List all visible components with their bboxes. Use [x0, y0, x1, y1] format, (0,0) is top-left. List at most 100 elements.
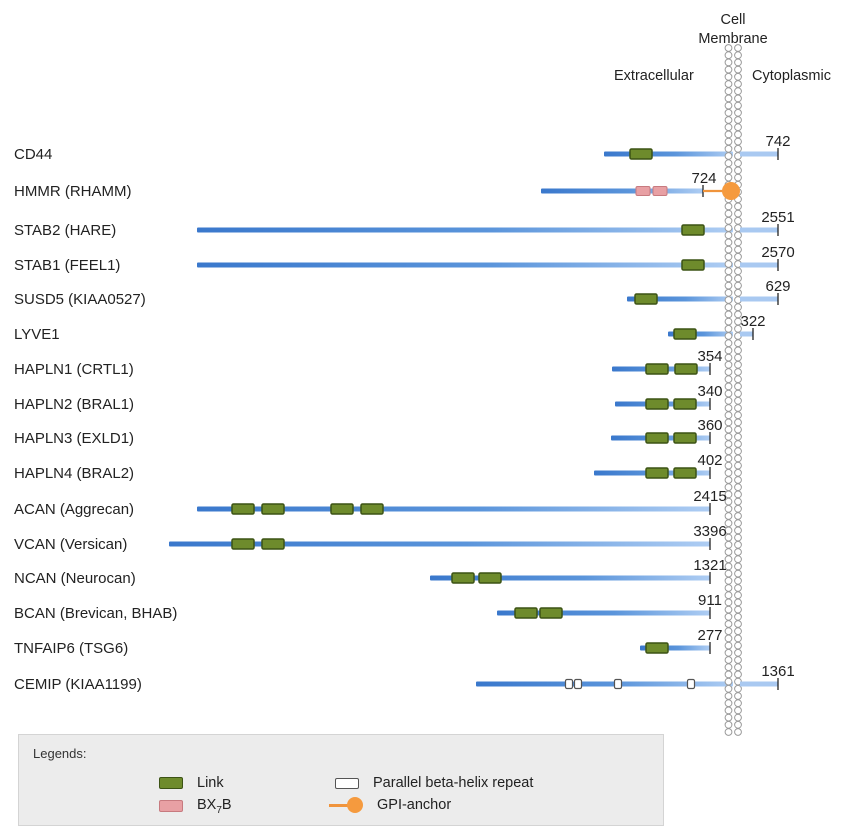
membrane-lipid	[724, 353, 733, 362]
membrane-lipid	[724, 51, 733, 60]
membrane-lipid	[724, 598, 733, 607]
protein-11-length-label: 3396	[693, 523, 726, 540]
membrane-lipid	[734, 389, 742, 398]
protein-4-link-domain-0	[634, 293, 658, 305]
protein-bars	[169, 148, 733, 690]
membrane-lipid	[734, 663, 742, 672]
membrane-label-line1: Cell	[721, 12, 746, 28]
membrane-lipid	[724, 389, 733, 398]
membrane-lipid	[724, 166, 733, 175]
protein-10-link-domain-1	[261, 503, 285, 515]
membrane-lipid	[734, 87, 742, 96]
protein-0-name-label: CD44	[14, 146, 52, 163]
membrane-lipid	[724, 684, 733, 693]
membrane-lipid	[724, 58, 733, 67]
membrane-lipid	[734, 339, 742, 348]
protein-3-bar	[197, 262, 733, 268]
membrane-lipid	[734, 447, 742, 456]
protein-3-name-label: STAB1 (FEEL1)	[14, 257, 120, 274]
membrane-lipid	[724, 728, 733, 736]
membrane-lipid	[724, 296, 733, 304]
membrane-lipid	[724, 418, 733, 427]
protein-15-bar	[476, 681, 733, 687]
protein-15-length-label: 1361	[761, 663, 794, 680]
protein-15-beta-helix-3	[686, 678, 696, 690]
membrane-lipid	[724, 80, 733, 88]
membrane-lipid	[724, 454, 733, 463]
membrane-lipid	[734, 591, 742, 600]
protein-3-length-label: 2570	[761, 244, 794, 261]
membrane-lipid	[734, 101, 742, 110]
membrane-lipid	[734, 123, 742, 132]
membrane-lipid	[734, 274, 742, 283]
membrane-lipid	[724, 620, 733, 628]
membrane-lipid	[734, 490, 742, 499]
membrane-lipid	[724, 605, 733, 614]
protein-7-link-domain-1	[673, 398, 697, 410]
membrane-lipid	[724, 627, 733, 636]
membrane-lipid	[724, 576, 733, 585]
membrane-lipid	[724, 224, 733, 232]
membrane-lipid	[734, 656, 742, 664]
membrane-lipid	[734, 202, 742, 211]
protein-10-length-label: 2415	[693, 488, 726, 505]
protein-1-gpi-anchor	[722, 182, 740, 200]
membrane-lipid	[734, 692, 742, 700]
membrane-lipid	[724, 540, 733, 549]
membrane-lipid	[724, 706, 733, 715]
membrane-lipid	[734, 44, 742, 52]
protein-1-bx7b-motif-0	[635, 186, 651, 196]
membrane-lipid	[724, 202, 733, 211]
membrane-lipid	[724, 699, 733, 708]
membrane-lipid	[724, 670, 733, 679]
legend-item-link: Link	[159, 775, 224, 791]
cytoplasmic-label: Cytoplasmic	[752, 68, 831, 84]
protein-7-length-label: 340	[697, 383, 722, 400]
membrane-lipid	[724, 209, 733, 218]
membrane-lipid	[724, 274, 733, 283]
membrane-lipid	[734, 137, 742, 146]
membrane-lipid	[724, 368, 733, 376]
membrane-lipid	[724, 339, 733, 348]
protein-8-name-label: HAPLN3 (EXLD1)	[14, 430, 134, 447]
membrane-lipid	[724, 303, 733, 312]
protein-6-link-domain-0	[645, 363, 669, 375]
protein-14-name-label: TNFAIP6 (TSG6)	[14, 640, 128, 657]
protein-6-link-domain-1	[674, 363, 698, 375]
membrane-lipid	[724, 144, 733, 153]
membrane-lipid	[734, 728, 742, 736]
membrane-lipid	[734, 58, 742, 67]
protein-15-beta-helix-0	[564, 678, 574, 690]
legend-beta-helix-label: Parallel beta-helix repeat	[373, 775, 534, 791]
membrane-lipid	[724, 288, 733, 297]
membrane-lipid	[734, 108, 742, 117]
membrane-lipid	[734, 598, 742, 607]
membrane-lipid	[724, 504, 733, 513]
protein-15-cytoplasmic-bar	[740, 681, 778, 687]
membrane-lipid	[734, 720, 742, 729]
link-domain-swatch	[159, 777, 183, 789]
membrane-lipid	[734, 519, 742, 528]
protein-4-length-label: 629	[765, 278, 790, 295]
protein-11-bar	[169, 541, 710, 547]
protein-12-length-label: 1321	[693, 557, 726, 574]
protein-14-link-domain-0	[645, 642, 669, 654]
membrane-lipid	[724, 447, 733, 456]
membrane-lipid	[734, 144, 742, 153]
membrane-label-line2: Membrane	[698, 31, 767, 47]
protein-1-bar	[541, 188, 703, 194]
membrane-lipid	[724, 94, 733, 103]
membrane-lipid	[734, 94, 742, 103]
membrane-lipid	[724, 432, 733, 441]
membrane-lipid	[734, 576, 742, 585]
legend-bx7b-label: BX7B	[197, 797, 232, 816]
protein-8-link-domain-0	[645, 432, 669, 444]
membrane-lipid	[724, 317, 733, 326]
membrane-lipid	[724, 720, 733, 729]
membrane-lipid	[734, 461, 742, 470]
membrane-lipid	[734, 245, 742, 254]
membrane-lipid	[724, 123, 733, 132]
protein-12-name-label: NCAN (Neurocan)	[14, 570, 136, 587]
membrane-lipid	[724, 461, 733, 470]
membrane-lipid	[734, 375, 742, 384]
